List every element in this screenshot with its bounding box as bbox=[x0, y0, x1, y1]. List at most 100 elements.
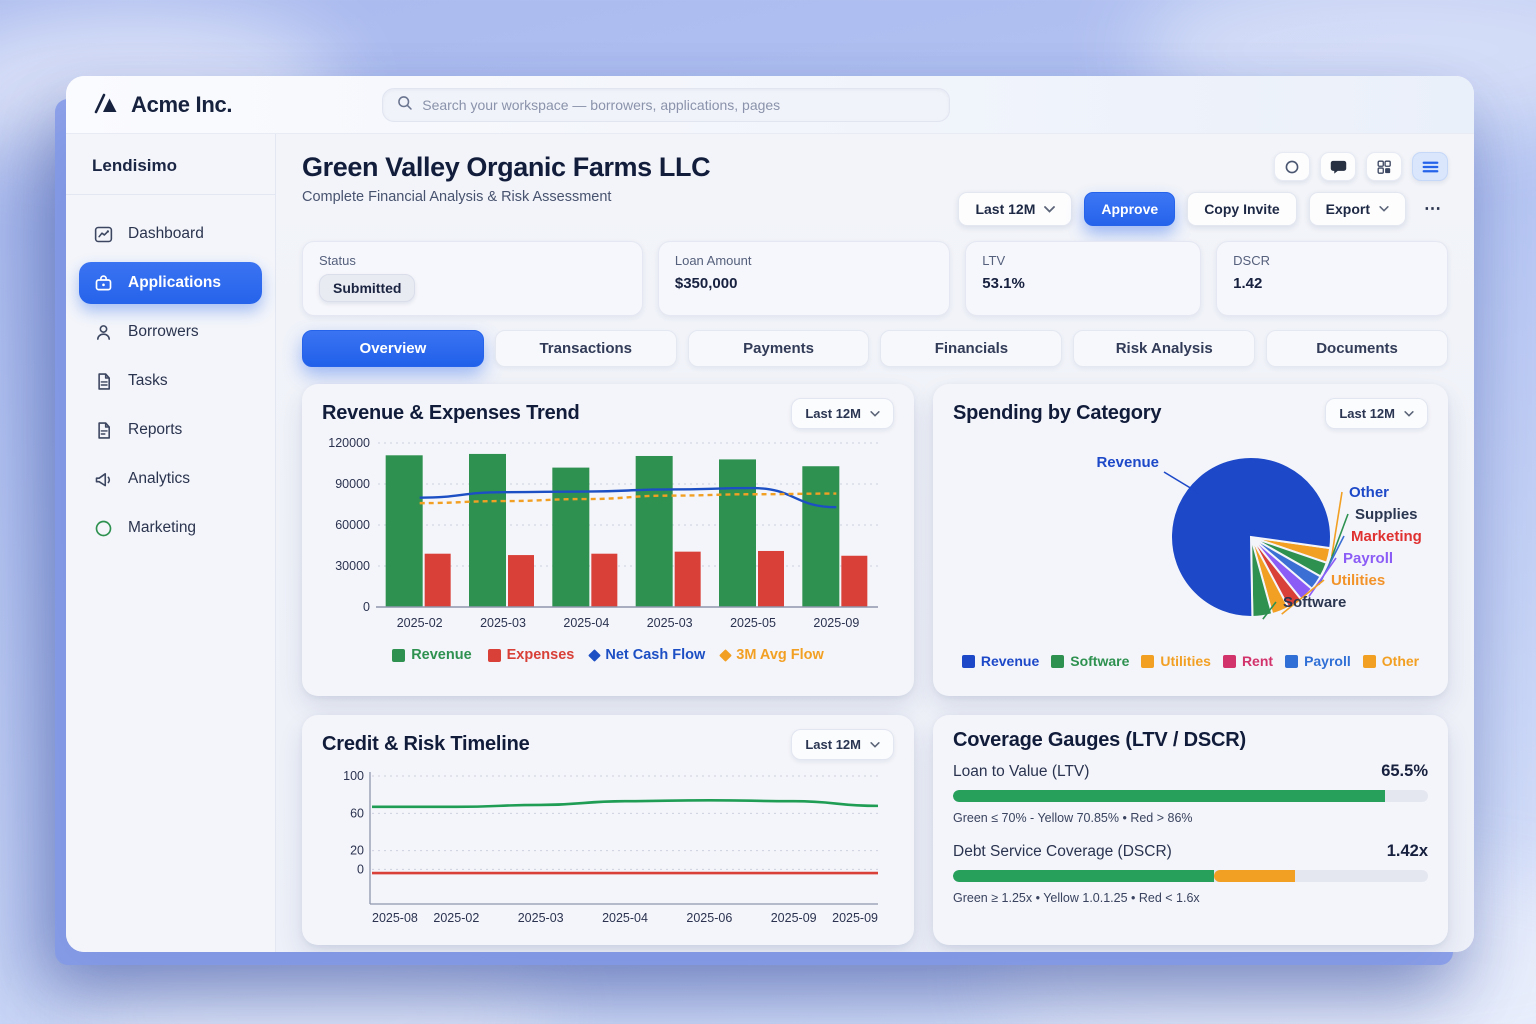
export-label: Export bbox=[1325, 201, 1370, 217]
workspace-search[interactable] bbox=[382, 87, 951, 122]
sidebar-item-reports[interactable]: Reports bbox=[79, 409, 262, 451]
tab-transactions[interactable]: Transactions bbox=[494, 330, 677, 367]
svg-text:2025-03: 2025-03 bbox=[518, 911, 564, 925]
svg-text:30000: 30000 bbox=[335, 559, 370, 573]
legend-item-net-cash-flow: Net Cash Flow bbox=[588, 647, 705, 663]
sidebar-nav: Dashboard Applications Borrowers Tasks Repor… bbox=[66, 195, 275, 567]
main-content: Green Valley Organic Farms LLC Complete … bbox=[276, 134, 1474, 952]
ltv-gauge: Loan to Value (LTV) 65.5% Green ≤ 70% - … bbox=[953, 762, 1428, 825]
pie-callout-utilities: Utilities bbox=[1331, 572, 1385, 589]
coverage-gauges-panel: Coverage Gauges (LTV / DSCR) Loan to Val… bbox=[933, 715, 1448, 945]
briefcase-icon bbox=[92, 272, 114, 294]
svg-text:2025-05: 2025-05 bbox=[730, 616, 776, 630]
tab-financials[interactable]: Financials bbox=[880, 330, 1063, 367]
more-actions-button[interactable]: ⋯ bbox=[1424, 199, 1442, 218]
app-window: Acme Inc. Lendisimo Dashboard Application… bbox=[66, 76, 1474, 952]
sidebar-item-label: Borrowers bbox=[128, 323, 199, 340]
tab-overview[interactable]: Overview bbox=[302, 330, 484, 367]
sidebar-item-applications[interactable]: Applications bbox=[79, 262, 262, 304]
sidebar-item-borrowers[interactable]: Borrowers bbox=[79, 311, 262, 353]
status-badge: Submitted bbox=[319, 274, 416, 302]
gauge-value: 1.42x bbox=[1386, 842, 1428, 860]
svg-text:2025-04: 2025-04 bbox=[602, 911, 648, 925]
chat-button[interactable] bbox=[1320, 152, 1356, 181]
pie-callout-supplies: Supplies bbox=[1355, 506, 1418, 523]
chart-legend: Revenue Software Utilities Rent Payroll Other bbox=[953, 653, 1428, 669]
chevron-down-icon bbox=[1044, 205, 1056, 213]
svg-text:90000: 90000 bbox=[335, 477, 370, 491]
status-circle-button[interactable] bbox=[1274, 152, 1310, 181]
svg-text:2025-04: 2025-04 bbox=[563, 616, 609, 630]
panel-range-dropdown[interactable]: Last 12M bbox=[1325, 398, 1428, 429]
sidebar-item-tasks[interactable]: Tasks bbox=[79, 360, 262, 402]
panel-title: Coverage Gauges (LTV / DSCR) bbox=[953, 729, 1246, 751]
sidebar-item-label: Dashboard bbox=[128, 225, 204, 242]
pie-callout-other: Other bbox=[1349, 484, 1389, 501]
revenue-expenses-chart: 0 30000 60000 90000 120000 2025-02 2025-03 2025… bbox=[328, 436, 878, 630]
ltv-card: LTV 53.1% bbox=[965, 241, 1202, 316]
chart-legend: Revenue Expenses Net Cash Flow 3M Avg Flow bbox=[322, 647, 894, 663]
svg-text:120000: 120000 bbox=[328, 436, 370, 450]
gauge-caption: Green ≤ 70% - Yellow 70.85% • Red > 86% bbox=[953, 811, 1193, 825]
stat-label: DSCR bbox=[1233, 253, 1270, 268]
search-input[interactable] bbox=[422, 96, 937, 113]
sidebar-item-label: Applications bbox=[128, 274, 222, 291]
legend-item-rent: Rent bbox=[1222, 653, 1273, 669]
panel-title: Credit & Risk Timeline bbox=[322, 733, 530, 755]
loan-amount-card: Loan Amount $350,000 bbox=[657, 241, 951, 316]
credit-risk-panel: Credit & Risk Timeline Last 12M 0 20 60 100… bbox=[302, 715, 914, 945]
sidebar-item-marketing[interactable]: Marketing bbox=[79, 507, 262, 549]
pie-callout-payroll: Payroll bbox=[1343, 550, 1393, 567]
svg-text:60000: 60000 bbox=[335, 518, 370, 532]
svg-text:100: 100 bbox=[343, 769, 364, 783]
svg-text:2025-09: 2025-09 bbox=[771, 911, 817, 925]
tab-documents[interactable]: Documents bbox=[1266, 330, 1448, 367]
dscr-gauge-bar bbox=[953, 870, 1428, 882]
panel-range-dropdown[interactable]: Last 12M bbox=[791, 729, 894, 760]
menu-button[interactable] bbox=[1412, 152, 1448, 181]
pie-callout-software: Software bbox=[1283, 594, 1346, 611]
legend-item-revenue: Revenue bbox=[961, 653, 1039, 669]
svg-text:2025-03: 2025-03 bbox=[480, 616, 526, 630]
svg-text:2025-08: 2025-08 bbox=[372, 911, 418, 925]
gauge-label: Debt Service Coverage (DSCR) bbox=[953, 843, 1172, 860]
svg-text:2025-02: 2025-02 bbox=[433, 911, 479, 925]
svg-text:2025-02: 2025-02 bbox=[397, 616, 443, 630]
copy-invite-button[interactable]: Copy Invite bbox=[1187, 192, 1297, 226]
brand: Acme Inc. bbox=[94, 91, 233, 119]
stat-label: Loan Amount bbox=[674, 253, 752, 268]
spending-category-panel: Spending by Category Last 12M Revenue Oth… bbox=[933, 384, 1448, 696]
svg-text:2025-09: 2025-09 bbox=[832, 911, 878, 925]
svg-text:0: 0 bbox=[357, 862, 364, 876]
panel-range-dropdown[interactable]: Last 12M bbox=[791, 398, 894, 429]
chevron-down-icon bbox=[1404, 410, 1414, 417]
header-range-dropdown[interactable]: Last 12M bbox=[958, 192, 1073, 226]
sidebar-item-label: Marketing bbox=[128, 519, 197, 536]
spending-pie-chart: Revenue Other Supplies Marketing Payroll Util… bbox=[1096, 454, 1422, 620]
range-label: Last 12M bbox=[805, 737, 861, 752]
tab-risk-analysis[interactable]: Risk Analysis bbox=[1073, 330, 1256, 367]
legend-item-revenue: Revenue bbox=[392, 647, 472, 663]
sidebar-item-label: Tasks bbox=[128, 372, 168, 389]
panel-title: Spending by Category bbox=[953, 402, 1162, 424]
approve-button[interactable]: Approve bbox=[1084, 192, 1176, 226]
chevron-down-icon bbox=[1379, 206, 1389, 212]
svg-text:2025-03: 2025-03 bbox=[647, 616, 693, 630]
top-bar: Acme Inc. bbox=[66, 76, 1474, 134]
gauge-value: 65.5% bbox=[1381, 762, 1428, 780]
document-icon bbox=[92, 370, 114, 392]
sidebar-item-analytics[interactable]: Analytics bbox=[79, 458, 262, 500]
stat-value: $350,000 bbox=[674, 275, 738, 292]
export-button[interactable]: Export bbox=[1308, 192, 1406, 226]
panel-title: Revenue & Expenses Trend bbox=[322, 402, 580, 424]
gauge-caption: Green ≥ 1.25x • Yellow 1.0.1.25 • Red < … bbox=[953, 891, 1200, 905]
legend-item-expenses: Expenses bbox=[487, 647, 574, 663]
sidebar-item-dashboard[interactable]: Dashboard bbox=[79, 213, 262, 255]
page-heading: Green Valley Organic Farms LLC Complete … bbox=[302, 152, 711, 205]
person-icon bbox=[92, 321, 114, 343]
dscr-card: DSCR 1.42 bbox=[1216, 241, 1448, 316]
svg-text:20: 20 bbox=[350, 844, 364, 858]
legend-item-other: Other bbox=[1362, 653, 1419, 669]
layout-grid-button[interactable] bbox=[1366, 152, 1402, 181]
tab-payments[interactable]: Payments bbox=[687, 330, 870, 367]
